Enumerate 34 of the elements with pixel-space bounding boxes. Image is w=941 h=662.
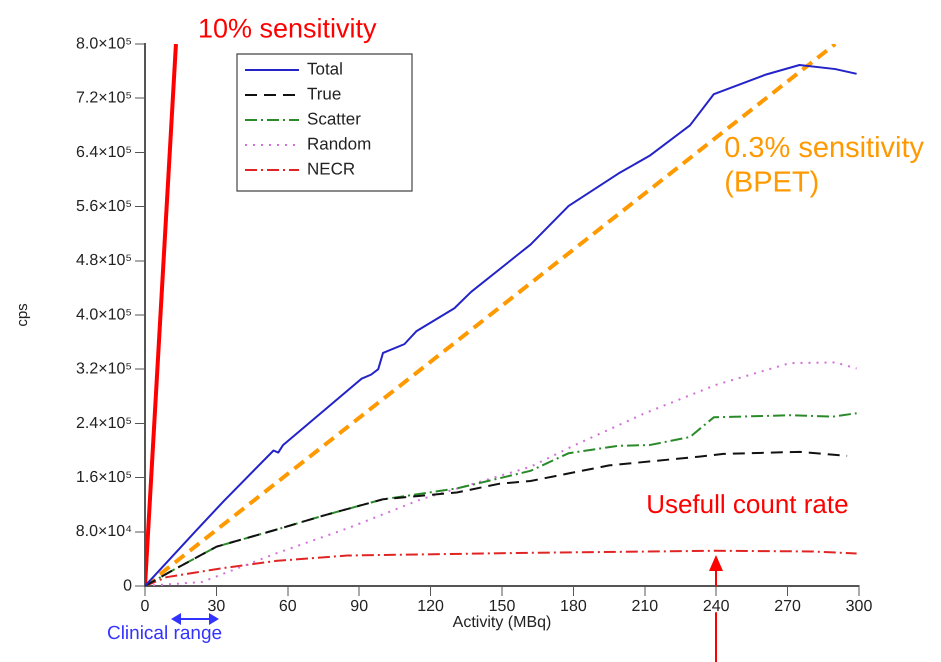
y-tick-label: 0 [123, 577, 132, 594]
y-tick-label: 4.0×10⁵ [76, 306, 132, 324]
y-axis-title: cps [14, 303, 32, 327]
legend-label: True [307, 84, 342, 104]
legend-label: Scatter [307, 110, 362, 129]
y-tick-label: 4.8×10⁵ [76, 252, 132, 270]
annotation: 10% sensitivity [198, 13, 378, 44]
x-tick-label: 240 [702, 598, 730, 616]
y-tick-label: 5.6×10⁵ [76, 198, 132, 216]
x-tick-label: 300 [846, 598, 872, 616]
line-series [145, 450, 848, 586]
x-tick-label: 180 [560, 598, 587, 616]
annotation: Clinical range [106, 623, 222, 644]
legend-label: NECR [307, 160, 356, 179]
y-tick-label: 6.4×10⁵ [76, 144, 132, 161]
legend-label: Random [307, 134, 372, 154]
legend-label: Total [307, 60, 343, 79]
x-tick-label: 150 [488, 598, 516, 616]
annotation: 0.3% sensitivity (BPET) [724, 132, 925, 199]
x-tick-label: 60 [278, 598, 297, 616]
y-tick-label: 1.6×10⁵ [76, 469, 132, 486]
y-tick-label: 8.0×10⁵ [76, 35, 132, 52]
x-tick-label: 30 [208, 598, 226, 616]
y-tick-label: 2.4×10⁵ [76, 414, 132, 432]
x-axis-title: Activity (MBq) [452, 614, 552, 631]
y-tick-label: 7.2×10⁵ [76, 90, 132, 107]
x-tick-label: 120 [417, 598, 444, 616]
x-tick-label: 90 [350, 598, 368, 616]
x-tick-label: 210 [631, 598, 658, 616]
y-tick-label: 3.2×10⁵ [76, 360, 132, 378]
x-tick-label: 270 [774, 598, 802, 616]
x-tick-label: 0 [140, 598, 150, 616]
annotation: Usefull count rate [646, 488, 849, 519]
y-tick-label: 8.0×10⁴ [76, 523, 132, 540]
